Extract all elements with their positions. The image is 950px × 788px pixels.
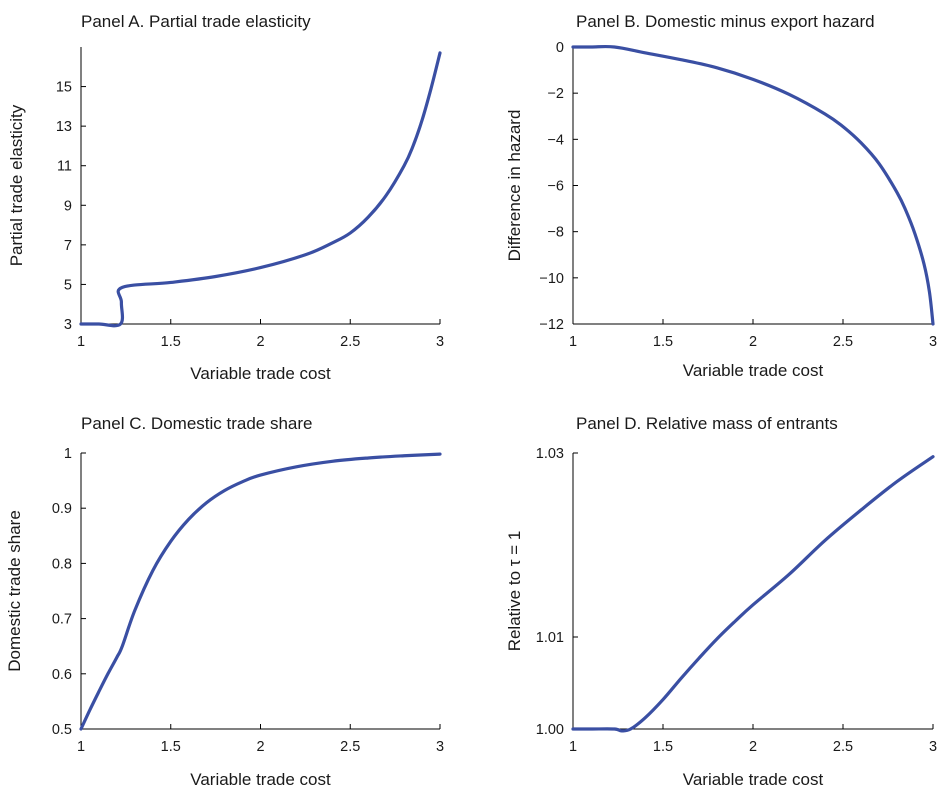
x-tick-label: 1 (77, 739, 85, 755)
y-tick-label: 1.00 (536, 722, 564, 738)
y-axis-label: Partial trade elasticity (7, 104, 26, 266)
panel-d: Panel D. Relative mass of entrants 1 1.5 2 2… (505, 414, 937, 788)
series-line (79, 51, 442, 328)
y-axis-label: Difference in hazard (505, 110, 524, 262)
y-tick-label: −6 (547, 179, 564, 195)
x-tick-label: 1.5 (653, 739, 673, 755)
x-tick-label: 2 (749, 739, 757, 755)
x-tick-label: 3 (929, 334, 937, 350)
x-axis-label: Variable trade cost (190, 770, 331, 788)
series-line (79, 452, 442, 731)
panel-a: Panel A. Partial trade elasticity 1 1.5 2 2.… (7, 12, 444, 383)
y-tick-label: 15 (56, 80, 72, 96)
y-tick-label: −12 (539, 317, 564, 333)
panel-a-title: Panel A. Partial trade elasticity (81, 12, 311, 31)
x-tick-label: 3 (929, 739, 937, 755)
panel-b-title: Panel B. Domestic minus export hazard (576, 12, 875, 31)
y-tick-label: 1 (64, 446, 72, 462)
y-axis-label: Domestic trade share (5, 510, 24, 672)
y-tick-label: 0.5 (52, 722, 72, 738)
y-tick-label: 1.03 (536, 446, 564, 462)
x-tick-label: 2.5 (340, 739, 360, 755)
y-tick-label: 0.7 (52, 612, 72, 628)
panel-c: Panel C. Domestic trade share 1 1.5 2 2.5 3 0.… (5, 414, 444, 788)
x-tick-label: 1 (569, 739, 577, 755)
x-tick-label: 2 (256, 334, 264, 350)
y-tick-label: 0.6 (52, 667, 72, 683)
x-tick-label: 1 (77, 334, 85, 350)
x-tick-label: 2 (749, 334, 757, 350)
y-tick-label: 0.8 (52, 556, 72, 572)
x-tick-label: 2.5 (833, 334, 853, 350)
x-tick-label: 2.5 (340, 334, 360, 350)
y-tick-label: 0.9 (52, 501, 72, 517)
panel-b: Panel B. Domestic minus export hazard 1 1.… (505, 12, 937, 380)
series-line (571, 455, 935, 733)
y-tick-label: 1.01 (536, 630, 564, 646)
y-tick-label: 7 (64, 238, 72, 254)
x-tick-label: 2 (256, 739, 264, 755)
y-tick-label: 11 (57, 159, 72, 175)
y-tick-label: 13 (56, 119, 72, 135)
x-axis-label: Variable trade cost (683, 361, 824, 380)
y-tick-label: 9 (64, 198, 72, 214)
y-tick-label: −10 (539, 271, 564, 287)
y-tick-label: 3 (64, 317, 72, 333)
x-tick-label: 1.5 (161, 739, 181, 755)
y-tick-label: 0 (556, 40, 564, 56)
panel-c-title: Panel C. Domestic trade share (81, 414, 313, 433)
x-axis-label: Variable trade cost (190, 364, 331, 383)
y-tick-label: −4 (547, 132, 564, 148)
panel-d-title: Panel D. Relative mass of entrants (576, 414, 838, 433)
y-tick-label: −8 (547, 225, 564, 241)
x-tick-label: 2.5 (833, 739, 853, 755)
x-tick-label: 1.5 (161, 334, 181, 350)
x-axis-label: Variable trade cost (683, 770, 824, 788)
y-tick-label: −2 (547, 86, 564, 102)
x-tick-label: 3 (436, 334, 444, 350)
y-axis-label: Relative to τ = 1 (505, 531, 524, 652)
y-tick-label: 5 (64, 277, 72, 293)
series-line (571, 44, 935, 326)
x-tick-label: 1 (569, 334, 577, 350)
x-tick-label: 3 (436, 739, 444, 755)
x-tick-label: 1.5 (653, 334, 673, 350)
